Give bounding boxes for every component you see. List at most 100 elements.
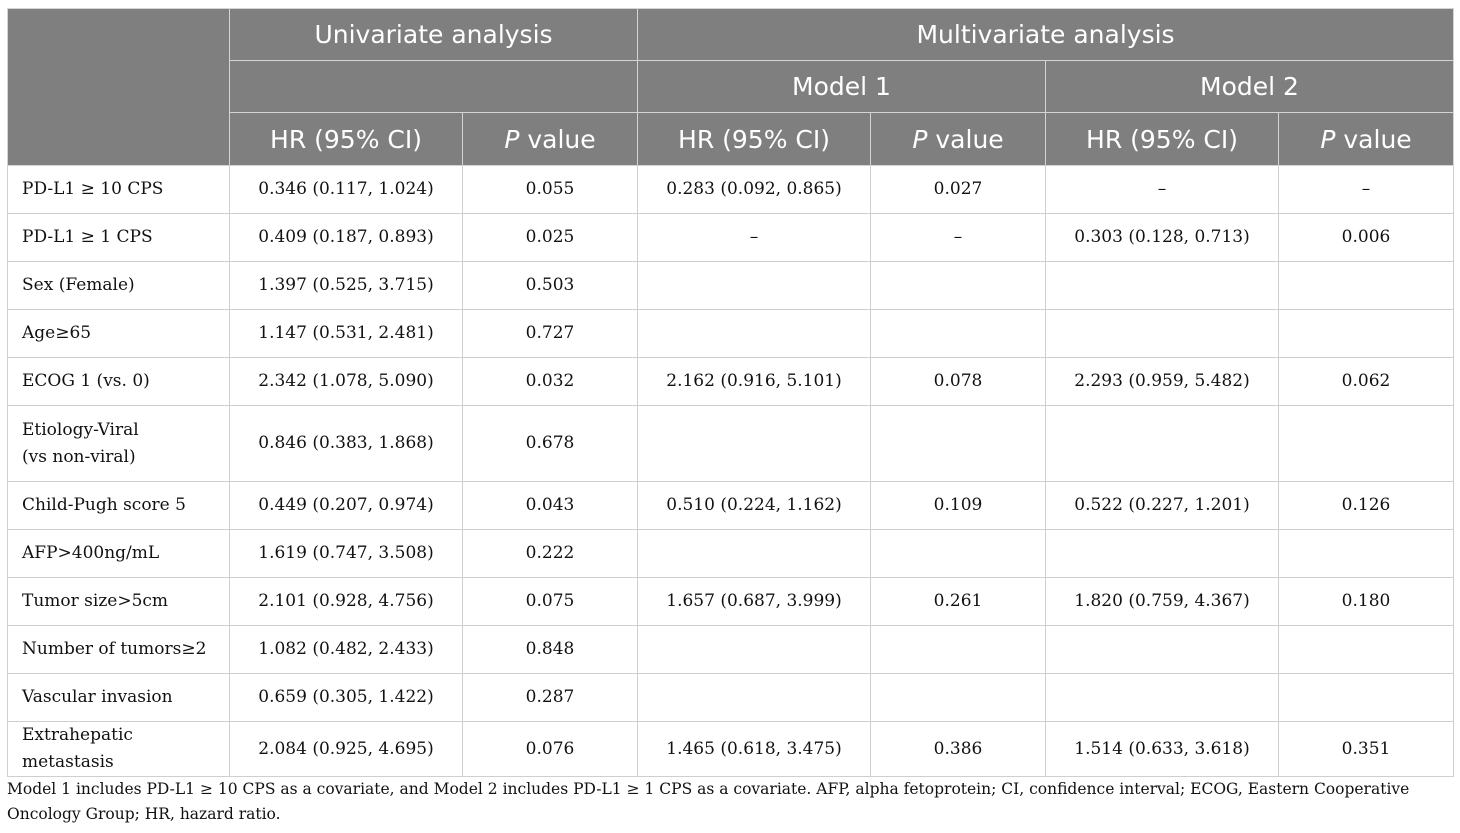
table-row: Tumor size>5cm 2.101 (0.928, 4.756) 0.075 1…: [7, 577, 1455, 626]
header-univariate-blank: [228, 60, 639, 113]
model2-p-cell: [1278, 309, 1455, 358]
table-row: Child-Pugh score 5 0.449 (0.207, 0.974) 0.…: [7, 481, 1455, 530]
univariate-p-cell: 0.055: [461, 165, 639, 214]
header-hr: HR (95% CI): [637, 112, 872, 166]
model1-p-cell: [870, 309, 1047, 358]
univariate-hr-cell: 0.449 (0.207, 0.974): [229, 481, 463, 530]
header-multivariate: Multivariate analysis: [637, 8, 1455, 61]
model1-p-cell: [870, 261, 1047, 310]
model1-p-cell: [870, 673, 1047, 722]
model1-p-cell: 0.078: [870, 357, 1047, 406]
table-row: PD-L1 ≥ 1 CPS 0.409 (0.187, 0.893) 0.025– –…: [7, 213, 1455, 262]
model2-p-cell: [1278, 405, 1455, 482]
univariate-hr-cell: 0.846 (0.383, 1.868): [229, 405, 463, 482]
model2-hr-cell: 0.522 (0.227, 1.201): [1045, 481, 1280, 530]
row-label: PD-L1 ≥ 1 CPS: [7, 213, 230, 262]
model1-p-cell: [870, 625, 1047, 674]
model1-hr-cell: 2.162 (0.916, 5.101): [637, 357, 872, 406]
model1-hr-cell: [637, 529, 872, 578]
table-footnote: Model 1 includes PD-L1 ≥ 10 CPS as a cov…: [7, 780, 1410, 823]
univariate-p-cell: 0.287: [461, 673, 639, 722]
model1-hr-cell: –: [637, 213, 872, 262]
model1-hr-cell: 1.465 (0.618, 3.475): [637, 721, 872, 777]
univariate-p-cell: 0.043: [461, 481, 639, 530]
table-row: AFP>400ng/mL 1.619 (0.747, 3.508) 0.222: [7, 529, 1455, 578]
univariate-p-cell: 0.848: [461, 625, 639, 674]
row-label: Sex (Female): [7, 261, 230, 310]
header-univariate: Univariate analysis: [228, 8, 639, 61]
header-hr: HR (95% CI): [229, 112, 463, 166]
model1-p-cell: –: [870, 213, 1047, 262]
table-row: Age≥65 1.147 (0.531, 2.481) 0.727: [7, 309, 1455, 358]
row-label: Age≥65: [7, 309, 230, 358]
row-label: Extrahepatic metastasis: [7, 721, 230, 777]
row-label-text: Vascular invasion: [22, 687, 173, 707]
table-row: PD-L1 ≥ 10 CPS 0.346 (0.117, 1.024) 0.055 0…: [7, 165, 1455, 214]
univariate-p-cell: 0.678: [461, 405, 639, 482]
header-hr: HR (95% CI): [1045, 112, 1280, 166]
table-row: Vascular invasion 0.659 (0.305, 1.422) 0.2…: [7, 673, 1455, 722]
row-label-text: Age≥65: [22, 323, 92, 343]
row-label-text: PD-L1 ≥ 10 CPS: [22, 179, 164, 199]
model2-hr-cell: [1045, 261, 1280, 310]
row-label: Vascular invasion: [7, 673, 230, 722]
model2-hr-cell: 1.514 (0.633, 3.618): [1045, 721, 1280, 777]
row-label: Etiology-Viral (vs non-viral): [7, 405, 230, 482]
model1-p-cell: [870, 529, 1047, 578]
row-label-text: PD-L1 ≥ 1 CPS: [22, 227, 153, 247]
table-row: Etiology-Viral (vs non-viral) 0.846 (0.383…: [7, 405, 1455, 482]
model2-p-cell: 0.180: [1278, 577, 1455, 626]
table-body: PD-L1 ≥ 10 CPS 0.346 (0.117, 1.024) 0.055 0…: [7, 165, 1455, 777]
univariate-p-cell: 0.075: [461, 577, 639, 626]
model2-hr-cell: –: [1045, 165, 1280, 214]
results-table: Univariate analysis Multivariate analysi…: [7, 8, 1455, 777]
header-blank: [7, 8, 230, 166]
row-label-text-2: (vs non-viral): [22, 446, 136, 467]
header-p: P value: [1278, 112, 1455, 166]
univariate-p-cell: 0.222: [461, 529, 639, 578]
model2-p-cell: [1278, 261, 1455, 310]
univariate-hr-cell: 0.659 (0.305, 1.422): [229, 673, 463, 722]
univariate-hr-cell: 1.619 (0.747, 3.508): [229, 529, 463, 578]
model1-hr-cell: [637, 625, 872, 674]
model2-p-cell: [1278, 529, 1455, 578]
row-label-text: Number of tumors≥2: [22, 639, 207, 659]
row-label-text: ECOG 1 (vs. 0): [22, 371, 150, 391]
model2-hr-cell: [1045, 625, 1280, 674]
model2-p-cell: 0.126: [1278, 481, 1455, 530]
model2-p-cell: –: [1278, 165, 1455, 214]
model1-hr-cell: [637, 673, 872, 722]
model2-hr-cell: 2.293 (0.959, 5.482): [1045, 357, 1280, 406]
model2-hr-cell: 0.303 (0.128, 0.713): [1045, 213, 1280, 262]
univariate-hr-cell: 2.084 (0.925, 4.695): [229, 721, 463, 777]
model1-hr-cell: 0.510 (0.224, 1.162): [637, 481, 872, 530]
row-label-text: Tumor size>5cm: [22, 591, 169, 611]
header-p: P value: [461, 112, 639, 166]
table-row: Extrahepatic metastasis 2.084 (0.925, 4.6…: [7, 721, 1455, 777]
univariate-p-cell: 0.503: [461, 261, 639, 310]
model2-hr-cell: [1045, 529, 1280, 578]
univariate-hr-cell: 1.147 (0.531, 2.481): [229, 309, 463, 358]
univariate-hr-cell: 2.342 (1.078, 5.090): [229, 357, 463, 406]
table-row: Number of tumors≥2 1.082 (0.482, 2.433) 0.…: [7, 625, 1455, 674]
univariate-hr-cell: 1.082 (0.482, 2.433): [229, 625, 463, 674]
header-p: P value: [870, 112, 1047, 166]
row-label: Number of tumors≥2: [7, 625, 230, 674]
univariate-hr-cell: 0.346 (0.117, 1.024): [229, 165, 463, 214]
model2-hr-cell: [1045, 673, 1280, 722]
model1-p-cell: 0.261: [870, 577, 1047, 626]
header-model1: Model 1: [637, 60, 1047, 113]
row-label-text: Sex (Female): [22, 275, 135, 295]
model2-p-cell: [1278, 673, 1455, 722]
row-label: Child-Pugh score 5: [7, 481, 230, 530]
table-row: Sex (Female) 1.397 (0.525, 3.715) 0.503: [7, 261, 1455, 310]
row-label: ECOG 1 (vs. 0): [7, 357, 230, 406]
row-label-text: Child-Pugh score 5: [22, 495, 186, 515]
model1-hr-cell: [637, 261, 872, 310]
header-model2: Model 2: [1045, 60, 1455, 113]
univariate-hr-cell: 2.101 (0.928, 4.756): [229, 577, 463, 626]
model1-hr-cell: 1.657 (0.687, 3.999): [637, 577, 872, 626]
model2-p-cell: 0.062: [1278, 357, 1455, 406]
row-label-text: AFP>400ng/mL: [22, 543, 160, 563]
model1-p-cell: 0.109: [870, 481, 1047, 530]
